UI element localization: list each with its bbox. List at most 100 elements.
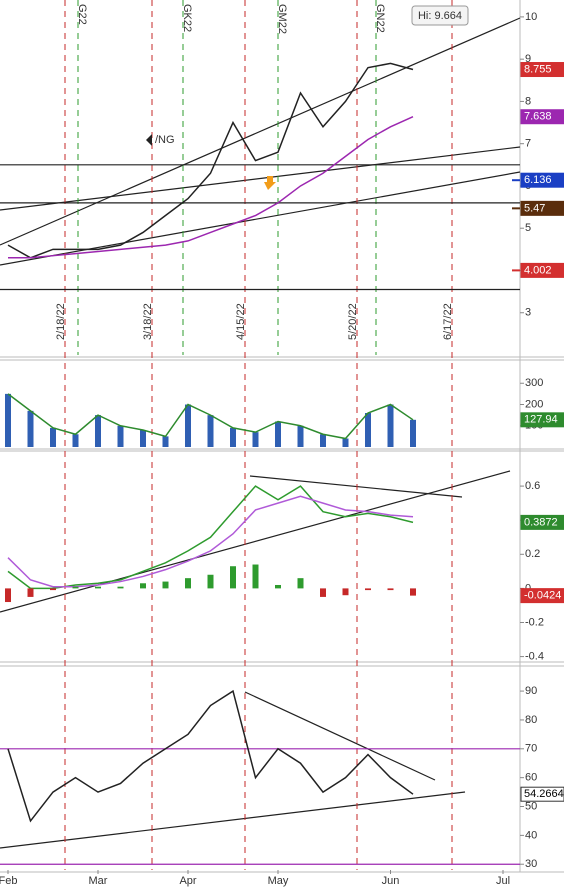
series-line xyxy=(8,116,414,259)
bar xyxy=(230,566,236,589)
y-tick-label: 60 xyxy=(525,772,537,784)
bar xyxy=(95,415,101,447)
x-tick-label: Mar xyxy=(89,875,108,887)
bar xyxy=(72,434,79,447)
bar xyxy=(185,404,191,447)
bar xyxy=(207,574,214,589)
level-badge-bg xyxy=(520,200,564,216)
last-value-badge: 0.3872 xyxy=(524,516,558,528)
high-callout: Hi: 9.664 xyxy=(411,5,469,26)
contract-label: GN22 xyxy=(374,4,386,33)
last-value-badge: 7.638 xyxy=(524,111,552,123)
level-badge-bg xyxy=(520,262,564,278)
last-value-badge: 127.94 xyxy=(524,414,558,426)
x-tick-label: Apr xyxy=(179,875,196,887)
x-tick-label: May xyxy=(268,875,289,887)
y-tick-label: 10 xyxy=(525,11,537,23)
bar xyxy=(387,588,394,591)
date-label: 6/17/22 xyxy=(442,303,454,340)
last-value-badge-bg xyxy=(520,786,564,802)
y-tick-label: 200 xyxy=(525,398,543,410)
contract-label: GK22 xyxy=(181,4,193,32)
y-tick-label: 0.6 xyxy=(525,480,540,492)
bar xyxy=(50,427,56,447)
y-tick-label: 5 xyxy=(525,222,531,234)
bar xyxy=(162,436,169,447)
bar xyxy=(72,586,79,589)
bar xyxy=(117,586,124,589)
bar xyxy=(297,425,304,447)
bar xyxy=(140,583,146,589)
bar xyxy=(230,427,236,447)
bar xyxy=(185,578,191,589)
y-tick-label: 70 xyxy=(525,743,537,755)
date-label: 3/18/22 xyxy=(142,303,154,340)
y-tick-label: -0.4 xyxy=(525,650,544,662)
date-label: 4/15/22 xyxy=(235,303,247,340)
bar xyxy=(342,438,349,447)
bar xyxy=(95,586,101,589)
contract-label: GM22 xyxy=(276,4,288,34)
last-value-badge-bg xyxy=(520,588,564,604)
symbol-tag: /NG xyxy=(146,134,175,146)
bar xyxy=(5,588,11,603)
y-tick-label: 300 xyxy=(525,377,543,389)
bar xyxy=(275,421,281,447)
level-badge-bg xyxy=(520,172,564,188)
date-label: 5/20/22 xyxy=(347,303,359,340)
x-tick-label: Feb xyxy=(0,875,17,887)
last-value-badge-bg xyxy=(520,412,564,428)
y-tick-label: 40 xyxy=(525,829,537,841)
y-tick-label: 9 xyxy=(525,53,531,65)
arrow-marker xyxy=(264,176,276,190)
y-tick-label: 50 xyxy=(525,800,537,812)
bar xyxy=(410,419,416,447)
series-line xyxy=(7,485,414,590)
bar xyxy=(5,393,11,447)
bar xyxy=(342,588,349,596)
x-tick-label: Jul xyxy=(496,875,510,887)
bar xyxy=(275,584,281,589)
level-badge: 4.002 xyxy=(524,264,552,276)
last-value-badge-bg xyxy=(520,514,564,530)
y-tick-label: 90 xyxy=(525,685,537,697)
bar xyxy=(207,415,214,447)
bar xyxy=(320,588,326,597)
y-tick-label: 30 xyxy=(525,858,537,870)
bar xyxy=(320,434,326,447)
level-badge: 5.47 xyxy=(524,202,545,214)
bar xyxy=(410,588,416,596)
y-tick-label: 80 xyxy=(525,714,537,726)
bar xyxy=(117,425,124,447)
bar xyxy=(365,413,371,447)
last-value-badge: 8.755 xyxy=(524,63,552,75)
y-tick-label: -0.2 xyxy=(525,616,544,628)
volume-line xyxy=(7,393,414,440)
x-tick-label: Jun xyxy=(382,875,400,887)
bar xyxy=(365,588,371,591)
y-tick-label: 3 xyxy=(525,307,531,319)
bar xyxy=(27,410,34,447)
bar xyxy=(140,430,146,447)
series-line xyxy=(7,62,414,259)
bar xyxy=(50,588,56,591)
y-tick-label: 7 xyxy=(525,138,531,150)
last-value-badge: 54.2664 xyxy=(524,788,564,800)
last-value-badge-bg xyxy=(520,109,564,125)
symbol-label: /NG xyxy=(155,134,175,146)
date-label: 2/18/22 xyxy=(55,303,67,340)
high-label: Hi: 9.664 xyxy=(418,10,462,22)
bar xyxy=(387,404,394,447)
series-line xyxy=(7,689,414,823)
bar xyxy=(162,581,169,589)
level-badge: 6.136 xyxy=(524,174,552,186)
bar xyxy=(27,588,34,597)
last-value-badge: -0.0424 xyxy=(524,590,561,602)
bar xyxy=(252,432,259,447)
contract-label: G22 xyxy=(76,4,88,25)
last-value-badge-bg xyxy=(520,62,564,78)
bar xyxy=(297,578,304,589)
